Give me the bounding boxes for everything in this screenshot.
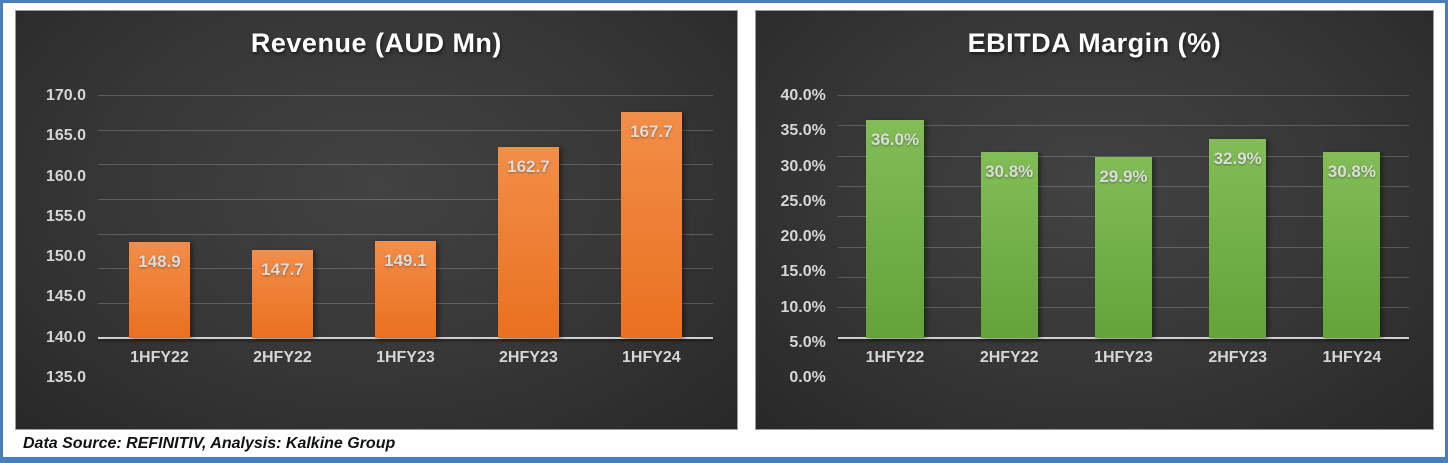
- bar-slot: 147.7: [221, 96, 344, 339]
- x-category-label: 1HFY22: [130, 349, 189, 367]
- x-axis-line: [837, 337, 1409, 340]
- x-category-label: 1HFY23: [1094, 349, 1153, 367]
- gridline: [837, 95, 1409, 96]
- x-category-label: 1HFY24: [1322, 349, 1382, 367]
- y-tick-label: 20.0%: [780, 228, 826, 245]
- bar-2hfy23: 32.9%: [1209, 139, 1267, 339]
- y-tick-label: 155.0: [45, 207, 86, 225]
- gridline: [98, 198, 713, 200]
- bar-slot: 162.7: [467, 96, 590, 339]
- bar-value-label: 32.9%: [1213, 149, 1262, 169]
- y-tick-label: 170.0: [45, 87, 86, 104]
- bar-1hfy24: 167.7: [620, 111, 683, 339]
- x-category-label: 2HFY22: [253, 349, 312, 367]
- bar-value-label: 36.0%: [870, 130, 920, 150]
- gridline: [98, 233, 713, 235]
- y-tick-label: 5.0%: [789, 333, 826, 351]
- y-tick-label: 135.0: [45, 369, 86, 386]
- x-category-label: 1HFY23: [376, 349, 435, 367]
- bar-value-label: 30.8%: [1327, 161, 1376, 181]
- x-category-label: 1HFY22: [865, 349, 925, 367]
- bar-slot: 29.9%: [1066, 96, 1180, 339]
- ebitda-plot-area: 36.0% 30.8% 29.9% 32.9% 30.8%: [837, 95, 1409, 340]
- revenue-y-axis: 170.0 165.0 160.0 155.0 150.0 145.0 140.0 135.0: [16, 87, 98, 386]
- bar-1hfy22: 148.9: [128, 242, 191, 339]
- bar-slot: 36.0%: [838, 96, 952, 339]
- bar-value-label: 30.8%: [985, 161, 1034, 181]
- x-category-label: 2HFY22: [979, 349, 1039, 367]
- ebitda-x-axis-labels: 1HFY22 2HFY22 1HFY23 2HFY23 1HFY24: [838, 338, 1409, 378]
- gridline: [98, 164, 713, 166]
- charts-row: Revenue (AUD Mn) 170.0 165.0 160.0 155.0 150…: [3, 3, 1445, 430]
- revenue-chart-title: Revenue (AUD Mn): [250, 28, 502, 58]
- bar-2hfy22: 30.8%: [980, 151, 1038, 339]
- revenue-plot-area: 148.9 147.7 149.1 162.7 167.7: [98, 95, 713, 340]
- revenue-bars: 148.9 147.7 149.1 162.7 167.7: [98, 96, 713, 339]
- y-tick-label: 165.0: [45, 127, 86, 145]
- bar-1hfy24: 30.8%: [1323, 151, 1381, 339]
- bar-slot: 148.9: [98, 96, 221, 339]
- y-tick-label: 140.0: [45, 328, 86, 346]
- bar-value-label: 148.9: [138, 252, 181, 272]
- ebitda-chart-body: 40.0% 35.0% 30.0% 25.0% 20.0% 15.0% 10.0% 5.0% 0…: [756, 87, 1433, 386]
- y-tick-label: 160.0: [45, 167, 86, 185]
- bar-2hfy22: 147.7: [251, 250, 314, 339]
- bar-2hfy23: 162.7: [497, 146, 560, 339]
- revenue-x-axis-labels: 1HFY22 2HFY22 1HFY23 2HFY23 1HFY24: [98, 338, 713, 378]
- bar-value-label: 149.1: [384, 250, 427, 270]
- bar-slot: 149.1: [344, 96, 467, 339]
- ebitda-plot-column: 36.0% 30.8% 29.9% 32.9% 30.8% 1HFY22 2HFY22 1H…: [837, 95, 1433, 378]
- bar-value-label: 29.9%: [1099, 167, 1148, 187]
- y-tick-label: 15.0%: [780, 263, 826, 281]
- x-category-label: 2HFY23: [499, 349, 558, 367]
- bar-value-label: 162.7: [507, 156, 550, 176]
- gridline: [98, 95, 713, 96]
- y-tick-label: 30.0%: [780, 157, 826, 175]
- y-tick-label: 150.0: [45, 248, 86, 266]
- ebitda-y-axis: 40.0% 35.0% 30.0% 25.0% 20.0% 15.0% 10.0% 5.0% 0…: [756, 87, 838, 386]
- x-category-label: 2HFY23: [1208, 349, 1268, 367]
- x-category-label: 1HFY24: [622, 349, 681, 367]
- bar-slot: 167.7: [590, 96, 713, 339]
- y-tick-label: 145.0: [45, 288, 86, 306]
- bar-1hfy22: 36.0%: [866, 120, 924, 339]
- x-axis-line: [98, 337, 713, 340]
- gridline: [98, 129, 713, 131]
- footer-source-note: Data Source: REFINITIV, Analysis: Kalkin…: [23, 434, 396, 452]
- revenue-chart-body: 170.0 165.0 160.0 155.0 150.0 145.0 140.0 135.0…: [16, 87, 737, 386]
- ebitda-bars: 36.0% 30.8% 29.9% 32.9% 30.8%: [838, 96, 1409, 339]
- ebitda-chart-title: EBITDA Margin (%): [967, 28, 1222, 58]
- y-tick-label: 35.0%: [780, 122, 826, 140]
- revenue-plot-column: 148.9 147.7 149.1 162.7 167.7 1HFY22 2HFY22 1H…: [98, 95, 737, 378]
- y-tick-label: 25.0%: [780, 192, 826, 210]
- gridline: [837, 125, 1409, 127]
- bar-slot: 32.9%: [1181, 96, 1295, 339]
- y-tick-label: 0.0%: [789, 369, 826, 386]
- gridline: [837, 155, 1409, 157]
- bar-value-label: 167.7: [630, 121, 673, 141]
- bar-slot: 30.8%: [952, 96, 1066, 339]
- bar-value-label: 147.7: [261, 260, 304, 280]
- bar-slot: 30.8%: [1295, 96, 1409, 339]
- bar-1hfy23: 29.9%: [1094, 157, 1152, 339]
- ebitda-chart-panel: EBITDA Margin (%) 40.0% 35.0% 30.0% 25.0% 20…: [754, 10, 1434, 430]
- revenue-chart-panel: Revenue (AUD Mn) 170.0 165.0 160.0 155.0 150…: [15, 10, 738, 430]
- bar-1hfy23: 149.1: [374, 240, 437, 339]
- y-tick-label: 40.0%: [780, 87, 826, 104]
- y-tick-label: 10.0%: [780, 298, 826, 316]
